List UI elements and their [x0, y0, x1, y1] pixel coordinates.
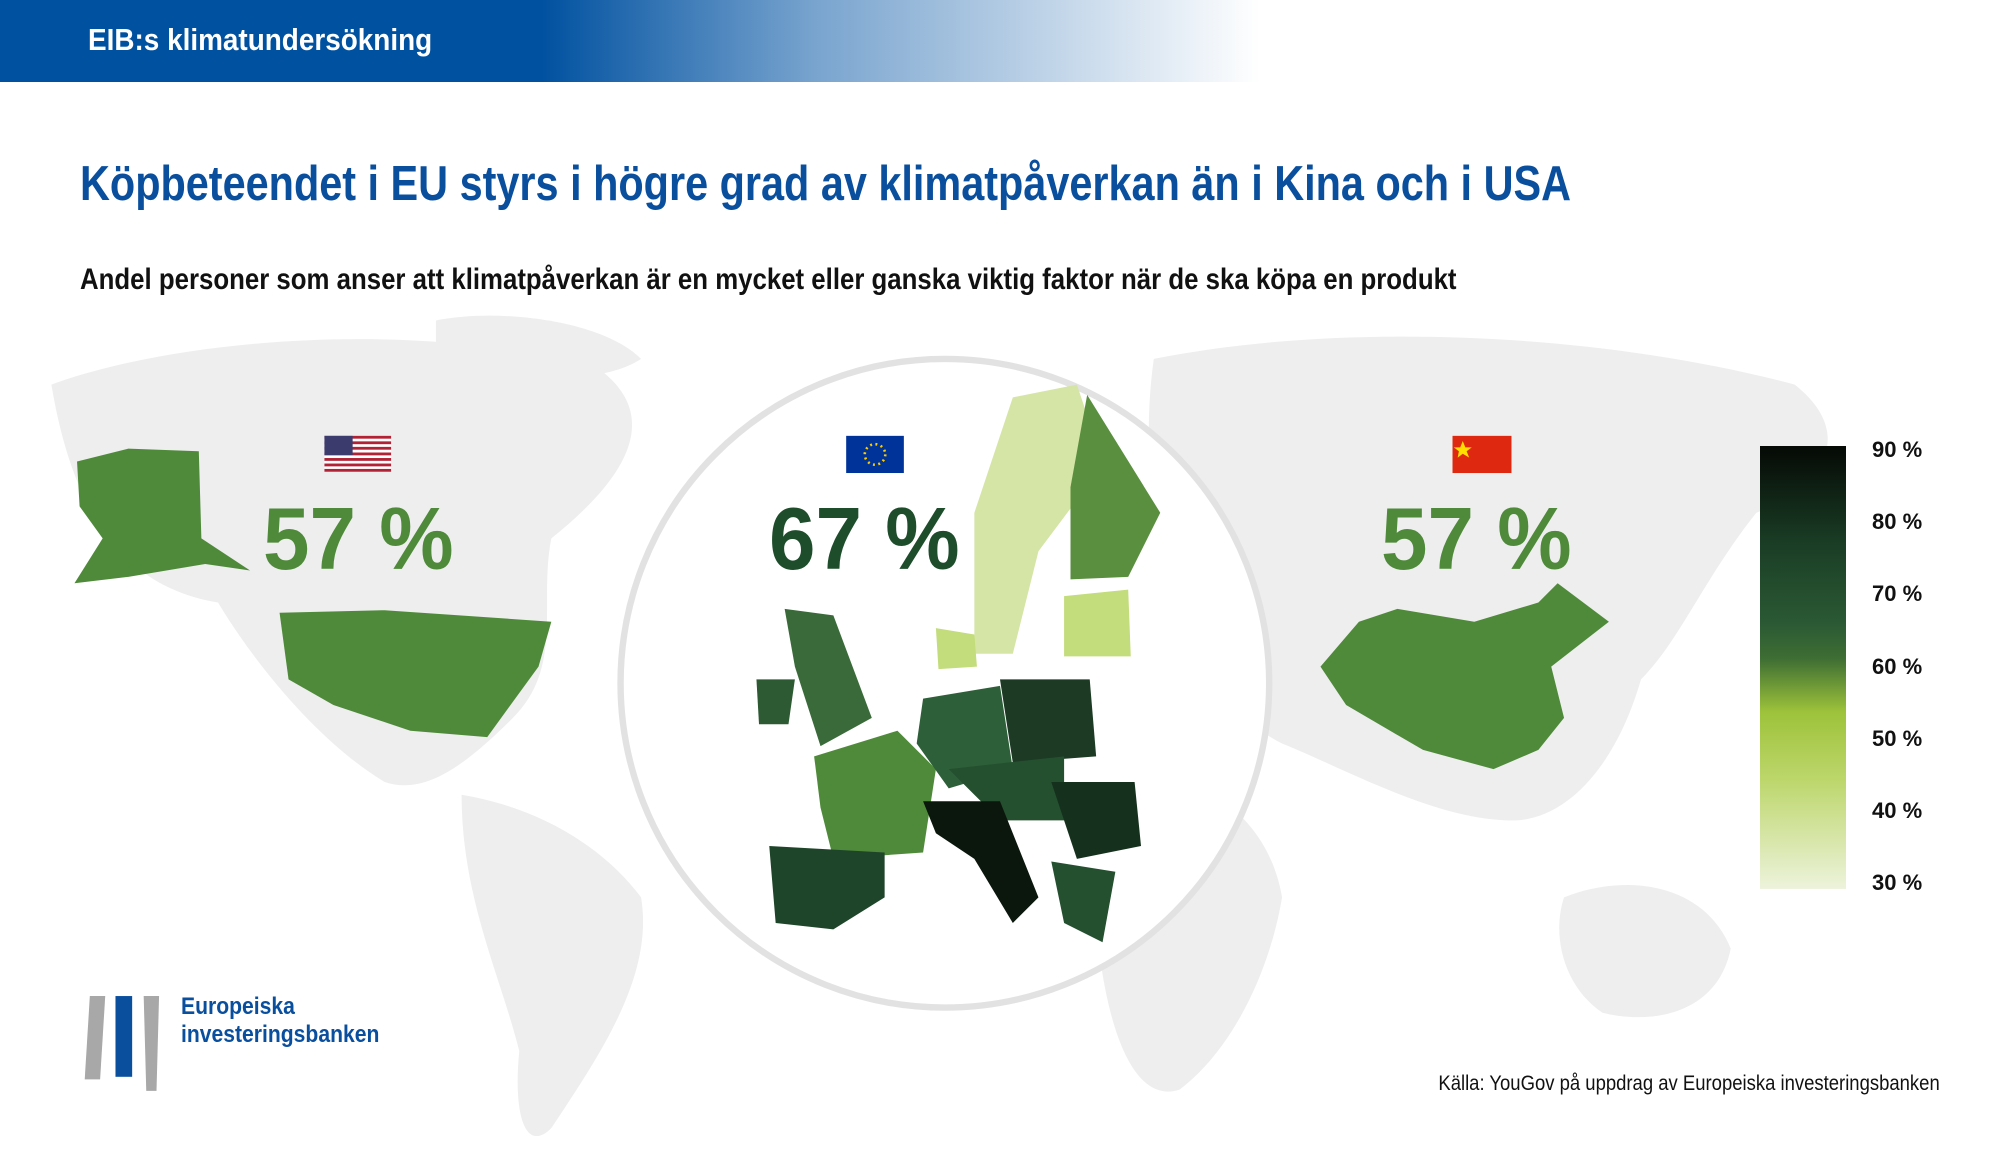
- eu-value-label: 67 %: [769, 489, 960, 588]
- poland-region: [1000, 679, 1097, 763]
- greece-region: [1051, 861, 1116, 943]
- sweden-norway-region: [974, 384, 1090, 654]
- baltics-region: [1064, 589, 1131, 657]
- usa-contiguous-region: [279, 610, 552, 738]
- page-subtitle: Andel personer som anser att klimatpåver…: [80, 263, 1457, 296]
- usa-value-label: 57 %: [263, 489, 454, 588]
- eu-flag-icon: [846, 435, 904, 474]
- ireland-region: [756, 679, 795, 725]
- scale-tick-label: 30 %: [1872, 870, 1923, 895]
- china-flag-icon: [1452, 435, 1512, 474]
- denmark-region: [935, 628, 977, 670]
- finland-region: [1070, 394, 1161, 580]
- eib-logo-mark: [84, 996, 160, 1091]
- page-title: Köpbeteendet i EU styrs i högre grad av …: [80, 157, 1571, 211]
- color-scale-bar: [1760, 446, 1846, 889]
- romania-region: [1051, 781, 1142, 859]
- scale-tick-label: 60 %: [1872, 654, 1923, 679]
- us-flag-icon: [324, 435, 392, 472]
- italy-region: [923, 801, 1039, 923]
- scale-tick-label: 80 %: [1872, 509, 1923, 534]
- china-region: [1320, 583, 1609, 770]
- logo-text-line1: Europeiska: [181, 993, 295, 1020]
- france-region: [814, 730, 936, 859]
- central-europe-region: [948, 756, 1065, 821]
- alaska-region: [74, 448, 251, 584]
- germany-region: [916, 685, 1013, 789]
- scale-tick-label: 90 %: [1872, 437, 1923, 462]
- usa-map: [74, 448, 552, 738]
- europe-map: [756, 384, 1161, 943]
- header-bar: EIB:s klimatundersökning: [0, 0, 1260, 82]
- scale-tick-label: 50 %: [1872, 726, 1923, 751]
- source-note: Källa: YouGov på uppdrag av Europeiska i…: [1438, 1072, 1940, 1095]
- china-map: [1320, 583, 1609, 770]
- scale-tick-label: 70 %: [1872, 581, 1923, 606]
- eu-circle: [617, 355, 1273, 1011]
- logo-text-line2: investeringsbanken: [181, 1021, 380, 1048]
- spain-region: [769, 846, 885, 930]
- scale-tick-label: 40 %: [1872, 798, 1923, 823]
- uk-region: [784, 608, 872, 747]
- header-label: EIB:s klimatundersökning: [88, 22, 433, 57]
- china-value-label: 57 %: [1381, 489, 1572, 588]
